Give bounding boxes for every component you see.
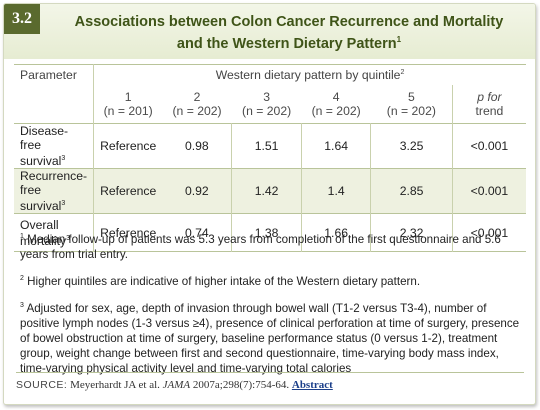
cell: 1.42	[231, 168, 302, 214]
table-card: 3.2 Associations between Colon Cancer Re…	[3, 3, 536, 405]
cell: 0.98	[184, 139, 209, 154]
table-row: Disease-free survival3 Reference 0.98 1.…	[14, 123, 526, 169]
source-citation: SOURCE: Meyerhardt JA et al. JAMA 2007a;…	[16, 372, 524, 391]
table-number-badge: 3.2	[4, 4, 40, 34]
cell: Reference	[93, 213, 163, 252]
cell: 1.64	[300, 123, 371, 169]
quintile-group-header: Western dietary pattern by quintile2	[93, 64, 526, 85]
cell: 0.74	[184, 225, 209, 240]
source-journal: JAMA	[162, 379, 191, 391]
cell: 0.92	[162, 168, 232, 214]
cell: 3.25	[370, 123, 453, 169]
quintile-5-header: 5 (n = 202)	[386, 90, 436, 118]
source-reference: 2007a;298(7):754-64.	[192, 379, 290, 391]
header-row: Parameter Western dietary pattern by qui…	[14, 64, 526, 85]
source-authors: Meyerhardt JA et al.	[70, 379, 160, 391]
cell: 2.32	[370, 213, 453, 252]
cell: 2.85	[370, 168, 453, 214]
source-label: SOURCE:	[16, 379, 68, 391]
table-row: Overall mortality3 Reference 0.74 1.38 1.…	[14, 213, 526, 252]
cell: <0.001	[451, 213, 526, 252]
cell: 1.66	[300, 213, 371, 252]
row-label: Disease-free survival3	[20, 124, 69, 169]
quintile-4-header: 4 (n = 202)	[311, 90, 361, 118]
row-label: Overall mortality3	[20, 217, 70, 248]
title-line-2: and the Western Dietary Pattern	[176, 35, 397, 52]
parameter-header: Parameter	[20, 68, 77, 82]
cell: 1.4	[300, 168, 371, 214]
quintile-3-header: 3 (n = 202)	[242, 90, 292, 118]
cell: 1.38	[231, 213, 302, 252]
footnotes: 1 Median follow-up of patients was 5.3 y…	[20, 229, 522, 385]
cell: Reference	[93, 123, 163, 169]
footnote-3: 3 Adjusted for sex, age, depth of invasi…	[20, 301, 520, 375]
quintile-2-header: 2 (n = 202)	[172, 90, 222, 118]
p-trend-header: p for trend	[451, 85, 526, 124]
cell: <0.001	[451, 123, 526, 169]
cell: Reference	[93, 168, 163, 214]
quintile-1-header: 1 (n = 201)	[93, 85, 163, 124]
cell: <0.001	[451, 168, 526, 214]
table-row: Recurrence-free survival3 Reference 0.92…	[14, 168, 526, 214]
title-footnote-marker: 1	[396, 35, 402, 44]
data-table: Parameter Western dietary pattern by qui…	[14, 64, 526, 252]
title-line-1: Associations between Colon Cancer Recurr…	[74, 14, 504, 30]
footnote-2: 2 Higher quintiles are indicative of hig…	[20, 274, 421, 288]
row-label: Recurrence-free survival3	[14, 168, 94, 214]
table-header: 3.2 Associations between Colon Cancer Re…	[4, 4, 535, 59]
quintile-header-row: 1 (n = 201) 2 (n = 202) 3 (n = 202) 4 (n = 2…	[14, 85, 526, 124]
table-title: Associations between Colon Cancer Recurr…	[64, 14, 514, 53]
footnote-1: 1 Median follow-up of patients was 5.3 y…	[20, 232, 501, 261]
cell: 1.51	[231, 123, 302, 169]
abstract-link[interactable]: Abstract	[291, 379, 333, 391]
